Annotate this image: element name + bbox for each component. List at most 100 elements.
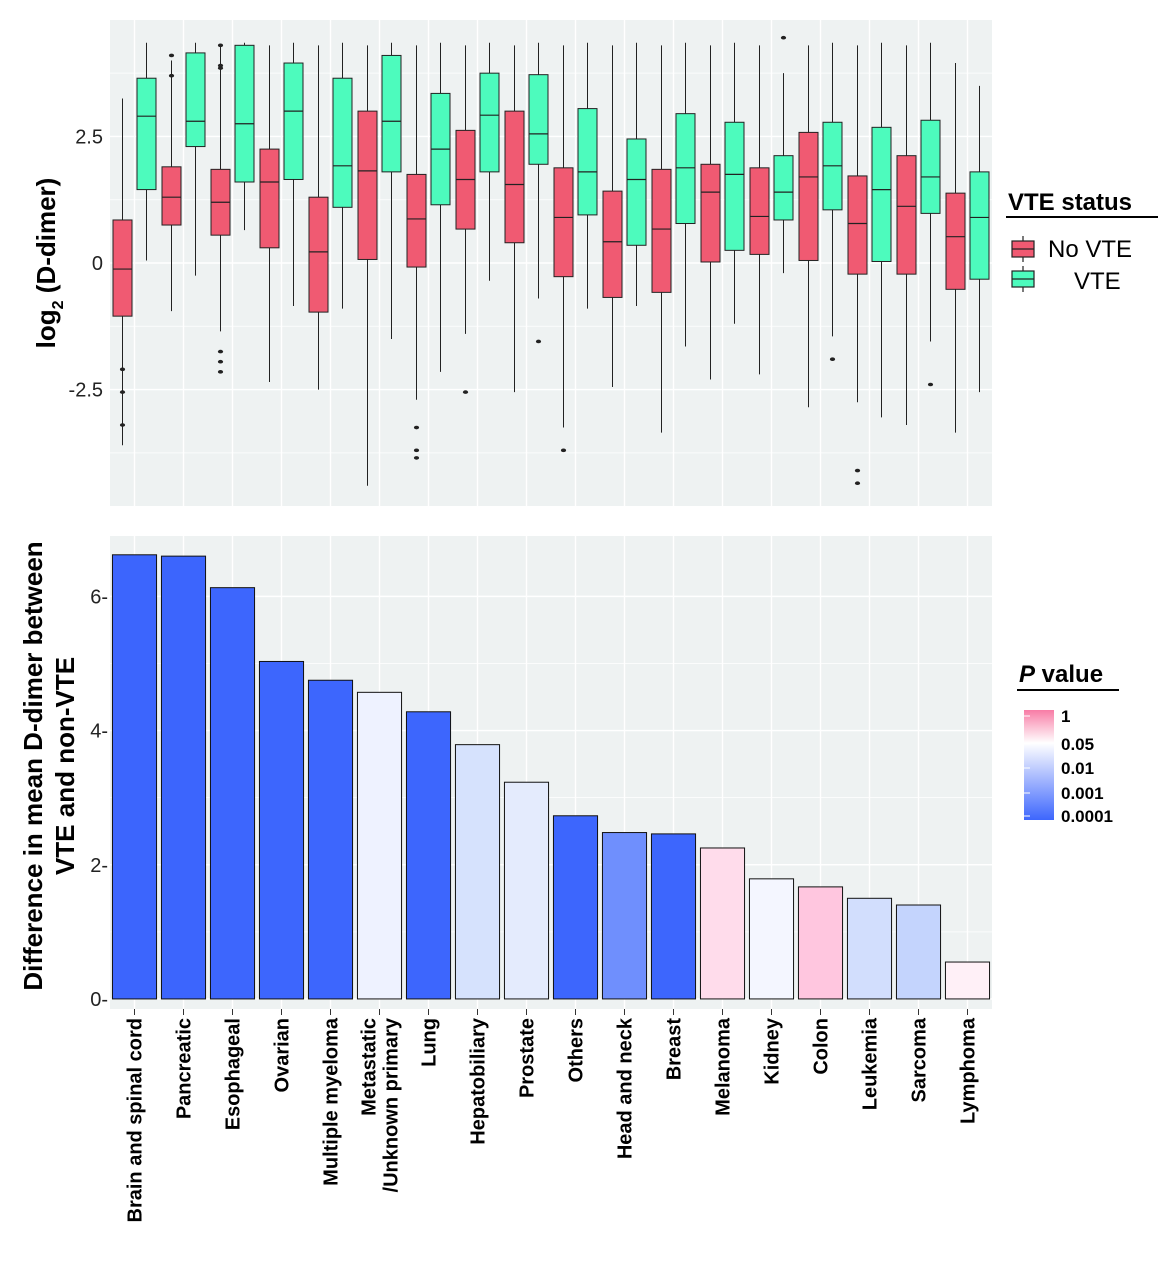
box-outlier bbox=[119, 367, 126, 372]
box-iqr bbox=[724, 121, 745, 251]
box-outlier bbox=[535, 339, 542, 344]
boxplot-y-tick-label: 0 bbox=[92, 253, 103, 275]
box-iqr bbox=[332, 77, 353, 208]
box-iqr bbox=[185, 52, 206, 148]
box-no-vte-pancreatic bbox=[161, 53, 182, 312]
box-outlier bbox=[217, 349, 224, 354]
box-iqr bbox=[136, 77, 157, 191]
box-iqr bbox=[773, 155, 794, 221]
box-vte-others bbox=[577, 42, 598, 309]
box-vte-lymphoma bbox=[969, 85, 990, 393]
boxplot-panel: -2.5 0 2.5 log2 (D-dimer) bbox=[31, 20, 992, 506]
p-legend-label: 0.001 bbox=[1061, 784, 1104, 803]
bar-x-labels: Brain and spinal cord Pancreatic Esophagea… bbox=[125, 1017, 980, 1222]
box-vte-pancreatic bbox=[185, 42, 206, 276]
boxplot-y-axis-title-rest: (D-dimer) bbox=[31, 178, 61, 301]
box-vte-ovarian bbox=[283, 42, 304, 307]
box-iqr bbox=[357, 110, 378, 260]
box-vte-hepatobiliary bbox=[479, 42, 500, 281]
box-vte-breast bbox=[675, 42, 696, 347]
box-iqr bbox=[577, 108, 598, 216]
bar-colon bbox=[797, 886, 844, 1000]
box-iqr bbox=[798, 131, 819, 261]
box-iqr bbox=[945, 192, 966, 290]
bar-y-tick-label: 4- bbox=[90, 721, 108, 743]
box-vte-melanoma bbox=[724, 42, 745, 324]
box-no-vte-esophageal bbox=[210, 43, 231, 374]
boxplot-gridlines bbox=[110, 20, 992, 506]
bar-kidney bbox=[748, 878, 795, 1000]
p-legend-label: 0.01 bbox=[1061, 759, 1094, 778]
box-iqr bbox=[871, 126, 892, 262]
bar-lymphoma bbox=[944, 961, 991, 1000]
box-iqr bbox=[651, 168, 672, 293]
p-legend-label: 0.0001 bbox=[1061, 807, 1113, 826]
bar-prostate bbox=[503, 781, 550, 1000]
box-no-vte-metastatic-unknown-primary bbox=[357, 45, 378, 486]
box-outlier bbox=[927, 382, 934, 387]
x-label-colon: Colon bbox=[811, 1018, 833, 1075]
p-legend-label: 1 bbox=[1061, 707, 1070, 726]
boxplot-y-tick-label: -2.5 bbox=[69, 380, 103, 402]
bar-ovarian bbox=[258, 660, 305, 1000]
boxplot-boxes bbox=[112, 35, 990, 486]
bar-y-tick-label: 2- bbox=[90, 855, 108, 877]
box-outlier bbox=[780, 35, 787, 40]
p-legend-colorbar bbox=[1024, 710, 1054, 820]
box-iqr bbox=[920, 119, 941, 214]
box-vte-colon bbox=[822, 42, 843, 361]
boxplot-y-ticks: -2.5 0 2.5 bbox=[69, 126, 103, 401]
box-outlier bbox=[217, 359, 224, 364]
box-outlier bbox=[217, 63, 224, 68]
x-label-brain-and-spinal-cord: Brain and spinal cord bbox=[125, 1018, 147, 1222]
box-iqr bbox=[675, 113, 696, 225]
bar-multiple-myeloma bbox=[307, 679, 354, 1000]
box-outlier bbox=[413, 448, 420, 453]
bar-leukemia bbox=[846, 897, 893, 1000]
vte-legend-key-vte bbox=[1011, 266, 1035, 292]
vte-legend-title: VTE status bbox=[1008, 189, 1132, 216]
box-iqr bbox=[308, 196, 329, 313]
bar-y-axis-title-line2: VTE and non-VTE bbox=[50, 657, 80, 875]
box-no-vte-sarcoma bbox=[896, 45, 917, 425]
box-no-vte-kidney bbox=[749, 45, 770, 375]
bar-y-axis-title-line1: Difference in mean D-dimer between bbox=[18, 541, 48, 990]
vte-legend-key-no-vte bbox=[1011, 236, 1035, 262]
bar-others bbox=[552, 815, 599, 1000]
box-vte-multiple-myeloma bbox=[332, 42, 353, 309]
bar-lung bbox=[405, 711, 452, 1000]
box-iqr bbox=[626, 138, 647, 246]
x-label-lung: Lung bbox=[419, 1018, 441, 1067]
box-vte-esophageal bbox=[234, 42, 255, 231]
bar-hepatobiliary bbox=[454, 744, 501, 1000]
box-no-vte-colon bbox=[798, 45, 819, 408]
x-label-pancreatic: Pancreatic bbox=[174, 1018, 196, 1119]
box-iqr bbox=[700, 163, 721, 263]
box-outlier bbox=[168, 53, 175, 58]
p-value-legend: P value 1 0.05 0.01 0.001 0.0001 bbox=[1017, 661, 1119, 826]
x-label-leukemia: Leukemia bbox=[860, 1017, 882, 1110]
box-vte-head-and-neck bbox=[626, 42, 647, 307]
box-vte-kidney bbox=[773, 35, 794, 274]
x-label-prostate: Prostate bbox=[517, 1018, 539, 1098]
x-label-sarcoma: Sarcoma bbox=[909, 1017, 931, 1102]
p-legend-ticks: 1 0.05 0.01 0.001 0.0001 bbox=[1024, 707, 1113, 826]
x-label-lymphoma: Lymphoma bbox=[958, 1017, 980, 1124]
box-outlier bbox=[462, 390, 469, 394]
box-outlier bbox=[119, 390, 126, 394]
box-iqr bbox=[749, 167, 770, 255]
x-label-hepatobiliary: Hepatobiliary bbox=[468, 1017, 490, 1145]
box-outlier bbox=[854, 481, 861, 486]
bar-sarcoma bbox=[895, 904, 942, 1000]
box-no-vte-lung bbox=[406, 45, 427, 460]
box-iqr bbox=[381, 54, 402, 173]
box-iqr bbox=[504, 110, 525, 244]
box-no-vte-multiple-myeloma bbox=[308, 45, 329, 390]
box-no-vte-prostate bbox=[504, 45, 525, 393]
box-vte-prostate bbox=[528, 42, 549, 344]
x-label-esophageal: Esophageal bbox=[223, 1018, 245, 1130]
x-label-metastatic: Metastatic bbox=[359, 1018, 381, 1116]
box-iqr bbox=[528, 74, 549, 165]
box-outlier bbox=[217, 370, 224, 374]
